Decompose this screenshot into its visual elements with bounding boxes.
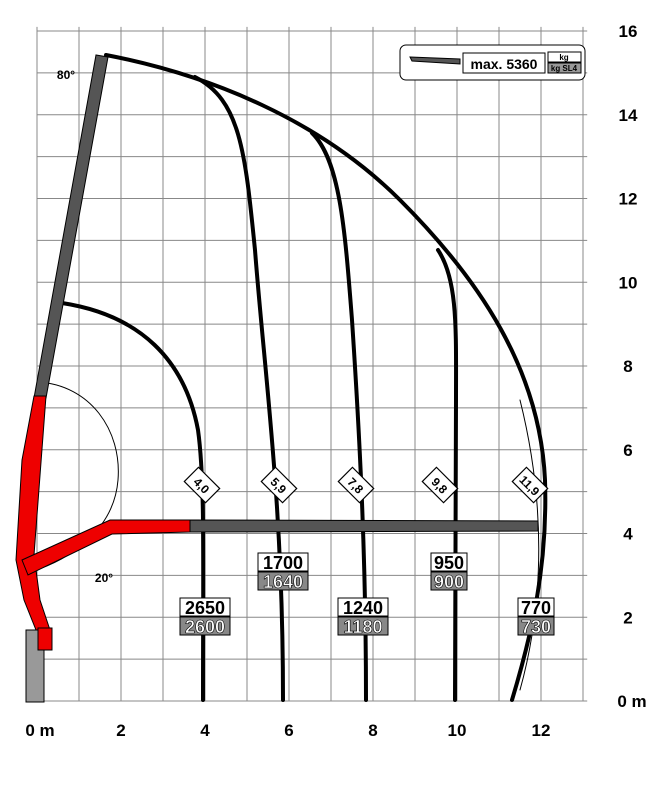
x-tick-label: 0 m: [25, 721, 54, 740]
tag-box: [183, 466, 221, 504]
x-tick-label: 6: [284, 721, 293, 740]
reach-curve-7: [310, 131, 368, 702]
legend-unit-box: [547, 51, 582, 63]
tag-box: [260, 466, 298, 504]
x-tick-label: 8: [368, 721, 377, 740]
load-box: [257, 552, 309, 572]
y-tick-label: 8: [623, 357, 632, 376]
legend-unit-sl-box: [547, 62, 582, 74]
outer-thin-curve: [519, 399, 540, 691]
load-value: 2650: [185, 598, 225, 618]
load-value-sl: 1640: [263, 572, 303, 592]
legend-value-box: [462, 52, 546, 74]
y-tick-label: 12: [619, 190, 638, 209]
grid: [36, 26, 588, 702]
tag-box: [337, 466, 375, 504]
load-value-sl: 2600: [185, 617, 225, 637]
reach-tag: 9,8: [421, 466, 459, 504]
load-value: 1700: [263, 553, 303, 573]
reach-tag: 7,8: [337, 466, 375, 504]
x-tick-label: 10: [448, 721, 467, 740]
reach-tag: 4,0: [183, 466, 221, 504]
y-tick-label: 2: [623, 608, 632, 627]
labels: 0 m 2 4 6 8 10 12 0 m 2 4 6 8 10 12 14 16 80° 20° 4,0 5,9 7,…: [25, 22, 646, 740]
load-value-sl: 900: [434, 572, 464, 592]
angle-label: 80°: [57, 68, 75, 82]
x-tick-label: 12: [532, 721, 551, 740]
y-tick-label: 0 m: [617, 692, 646, 711]
legend-text: max. 5360: [471, 56, 538, 72]
y-tick-label: 14: [619, 106, 638, 125]
x-tick-label: 4: [200, 721, 210, 740]
load-box: [430, 552, 468, 572]
load-value-sl: 1180: [343, 617, 382, 637]
y-tick-label: 4: [623, 525, 633, 544]
load-box-sl: [179, 616, 231, 636]
load-value: 1240: [343, 598, 383, 618]
x-tick-label: 2: [116, 721, 125, 740]
load-box: [179, 597, 231, 617]
tag-box: [511, 466, 549, 504]
reach-curve-9: [436, 248, 459, 702]
load-box-sl: [337, 616, 389, 636]
legend-unit-sl: kg SL4: [551, 64, 578, 73]
y-tick-label: 16: [619, 22, 638, 41]
crane: [15, 54, 539, 703]
y-tick-label: 6: [623, 441, 632, 460]
base-block: [37, 627, 53, 651]
envelope-curve: [104, 53, 548, 702]
legend-boom: [409, 56, 461, 65]
angle-label: 20°: [95, 571, 113, 585]
load-box-sl: [257, 571, 309, 591]
load-box: [517, 597, 555, 617]
load-value: 950: [434, 553, 464, 573]
legend-unit: kg: [559, 53, 568, 62]
reach-tag: 5,9: [260, 466, 298, 504]
load-box-sl: [517, 616, 555, 636]
load-value: 770: [521, 598, 551, 618]
load-box-sl: [430, 571, 468, 591]
load-box: [337, 597, 389, 617]
load-value-sl: 730: [521, 617, 551, 637]
tag-box: [421, 466, 459, 504]
reach-curve-4: [60, 301, 206, 702]
y-tick-label: 10: [619, 273, 638, 292]
extension: [189, 519, 539, 533]
